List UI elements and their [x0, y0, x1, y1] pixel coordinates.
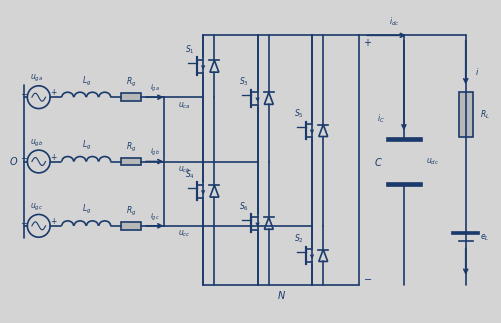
Text: $L_g$: $L_g$	[82, 139, 91, 152]
Text: $-$: $-$	[20, 217, 28, 226]
Text: $i$: $i$	[474, 66, 479, 77]
Text: $S_5$: $S_5$	[294, 108, 303, 120]
Text: $-$: $-$	[20, 152, 28, 162]
Bar	[121, 222, 141, 230]
Text: $S_2$: $S_2$	[294, 233, 303, 245]
Text: $+$: $+$	[50, 216, 57, 226]
Text: $u_{cb}$: $u_{cb}$	[178, 164, 191, 175]
Text: O: O	[9, 157, 17, 166]
Text: $i_C$: $i_C$	[377, 113, 385, 125]
Text: $R_g$: $R_g$	[126, 141, 136, 154]
Text: $u_{ca}$: $u_{ca}$	[178, 100, 190, 110]
Bar	[121, 158, 141, 165]
Text: $R_L$: $R_L$	[479, 108, 489, 121]
Text: $i_{dc}$: $i_{dc}$	[389, 16, 399, 28]
Text: $S_3$: $S_3$	[239, 76, 249, 88]
Text: $L_g$: $L_g$	[82, 203, 91, 216]
Text: $i_{gc}$: $i_{gc}$	[150, 211, 159, 223]
Text: $u_{gb}$: $u_{gb}$	[30, 138, 43, 149]
Text: $S_1$: $S_1$	[185, 43, 194, 56]
Text: $S_6$: $S_6$	[239, 201, 249, 213]
Text: $+$: $+$	[363, 37, 372, 48]
Text: $u_{cc}$: $u_{cc}$	[178, 229, 190, 239]
Bar	[459, 92, 472, 137]
Text: N: N	[278, 291, 285, 301]
Text: $-$: $-$	[363, 273, 372, 283]
Text: $C$: $C$	[374, 155, 383, 168]
Text: $u_{dc}$: $u_{dc}$	[426, 156, 439, 167]
Text: $i_{ga}$: $i_{ga}$	[150, 82, 159, 94]
Text: $R_g$: $R_g$	[126, 76, 136, 89]
Text: $+$: $+$	[50, 151, 57, 162]
Text: $L_g$: $L_g$	[82, 75, 91, 88]
Text: $+$: $+$	[50, 87, 57, 97]
Text: $u_{gc}$: $u_{gc}$	[30, 202, 43, 213]
Text: $-$: $-$	[20, 88, 28, 97]
Text: $S_4$: $S_4$	[185, 168, 194, 181]
Text: $R_g$: $R_g$	[126, 205, 136, 218]
Bar	[121, 93, 141, 101]
Text: $i_{gb}$: $i_{gb}$	[150, 147, 159, 158]
Text: $u_{ga}$: $u_{ga}$	[30, 73, 43, 84]
Text: $e_L$: $e_L$	[479, 233, 489, 244]
